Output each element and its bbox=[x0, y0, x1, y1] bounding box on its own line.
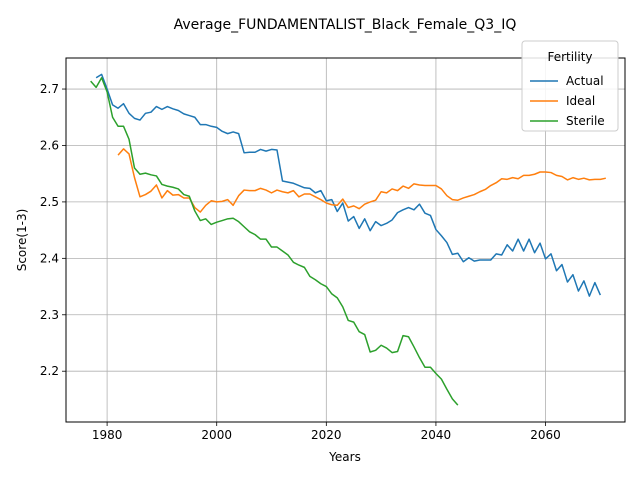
legend-title: Fertility bbox=[547, 50, 592, 64]
chart-title: Average_FUNDAMENTALIST_Black_Female_Q3_I… bbox=[174, 17, 517, 33]
x-tick-label: 2060 bbox=[530, 428, 561, 442]
x-axis-label: Years bbox=[328, 450, 361, 464]
series-line-ideal bbox=[117, 148, 606, 213]
x-tick-label: 2020 bbox=[311, 428, 342, 442]
series-line-actual bbox=[95, 73, 602, 297]
legend-label-sterile: Sterile bbox=[566, 114, 605, 128]
y-tick-label: 2.4 bbox=[40, 251, 59, 265]
x-tick-label: 1980 bbox=[92, 428, 123, 442]
y-axis-label: Score(1-3) bbox=[15, 209, 29, 272]
legend-label-actual: Actual bbox=[566, 74, 604, 88]
x-tick-label: 2000 bbox=[201, 428, 232, 442]
y-tick-label: 2.3 bbox=[40, 308, 59, 322]
y-tick-label: 2.6 bbox=[40, 138, 59, 152]
series-line-sterile bbox=[90, 77, 459, 406]
legend-label-ideal: Ideal bbox=[566, 94, 595, 108]
legend: Fertility Actual Ideal Sterile bbox=[521, 40, 619, 132]
x-axis-ticks: 1980 2000 2020 2040 2060 bbox=[92, 422, 561, 442]
legend-box bbox=[521, 40, 619, 132]
y-tick-label: 2.2 bbox=[40, 364, 59, 378]
gridlines bbox=[66, 58, 625, 422]
legend-items: Actual Ideal Sterile bbox=[530, 74, 605, 128]
x-tick-label: 2040 bbox=[421, 428, 452, 442]
y-axis-ticks: 2.2 2.3 2.4 2.5 2.6 2.7 bbox=[40, 82, 66, 378]
y-tick-label: 2.7 bbox=[40, 82, 59, 96]
series-lines bbox=[90, 73, 606, 406]
plot-area-frame bbox=[65, 57, 626, 423]
y-tick-label: 2.5 bbox=[40, 195, 59, 209]
